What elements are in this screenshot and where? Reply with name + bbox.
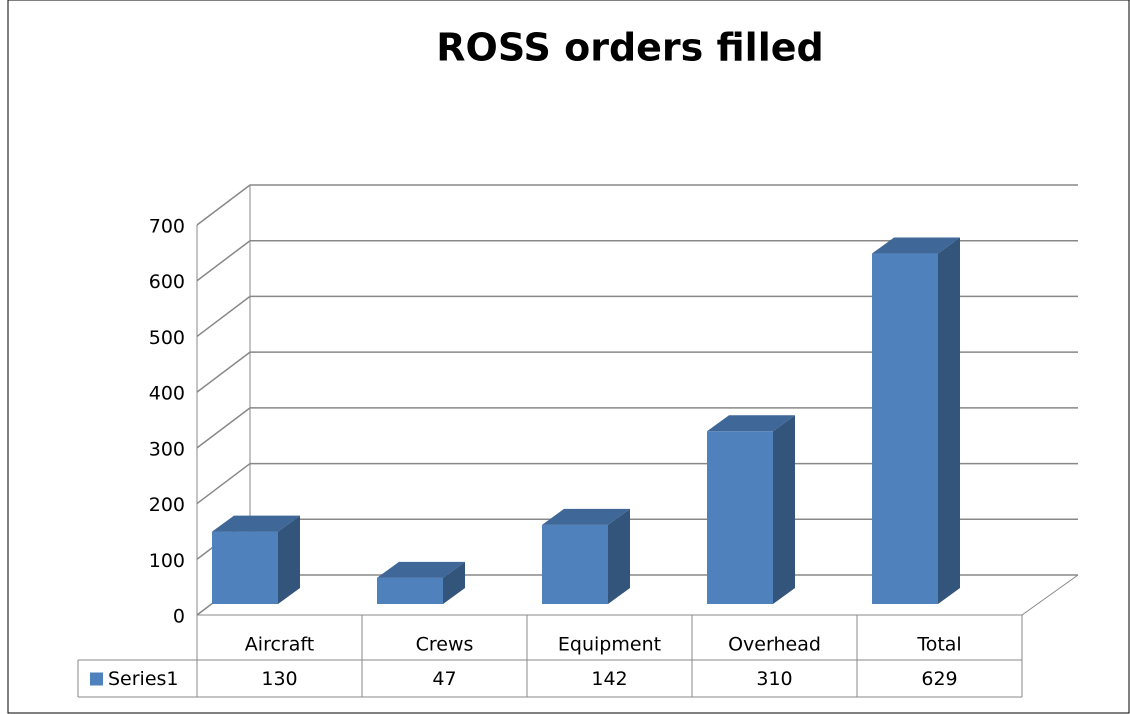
- bar: [542, 524, 608, 604]
- legend-label: Series1: [108, 668, 179, 690]
- x-tick-label: Equipment: [558, 634, 661, 656]
- table-value: 629: [921, 668, 957, 690]
- bar: [872, 253, 938, 605]
- y-tick-label: 700: [149, 216, 185, 238]
- table-value: 130: [261, 668, 297, 690]
- y-tick-label: 0: [173, 606, 185, 628]
- grid-line: [196, 239, 1078, 282]
- bar-top: [872, 237, 960, 254]
- bar-side: [443, 561, 465, 604]
- bar-top: [212, 515, 300, 532]
- bar: [212, 531, 278, 604]
- bar-top: [542, 508, 630, 525]
- y-tick-label: 400: [149, 383, 185, 405]
- y-tick-label: 300: [149, 438, 185, 460]
- grid-line: [196, 462, 1078, 505]
- x-tick-label: Aircraft: [245, 634, 314, 656]
- grid-line: [196, 184, 1078, 226]
- bar-top: [377, 561, 465, 578]
- x-tick-label: Total: [916, 634, 961, 656]
- chart-frame: [7, 0, 1130, 714]
- table-value: 142: [591, 668, 627, 690]
- legend-key: [90, 672, 103, 686]
- x-tick-label: Crews: [416, 634, 474, 656]
- grid-line: [196, 351, 1078, 393]
- bar-top: [707, 415, 795, 432]
- table-value: 47: [432, 668, 456, 690]
- grid-line: [196, 295, 1078, 338]
- bar: [377, 577, 443, 604]
- table-value: 310: [756, 668, 792, 690]
- bar-side: [278, 515, 300, 604]
- y-tick-label: 500: [149, 327, 185, 349]
- floor-line: [1021, 574, 1079, 616]
- bar-side: [938, 237, 960, 605]
- y-tick-label: 600: [149, 271, 185, 293]
- bar-side: [608, 508, 630, 604]
- bar-side: [773, 415, 795, 604]
- y-tick-label: 100: [149, 550, 185, 572]
- y-tick-label: 200: [149, 494, 185, 516]
- bar: [707, 431, 773, 604]
- grid-line: [196, 407, 1078, 449]
- x-tick-label: Overhead: [728, 634, 821, 656]
- chart-title: ROSS orders filled: [436, 26, 823, 70]
